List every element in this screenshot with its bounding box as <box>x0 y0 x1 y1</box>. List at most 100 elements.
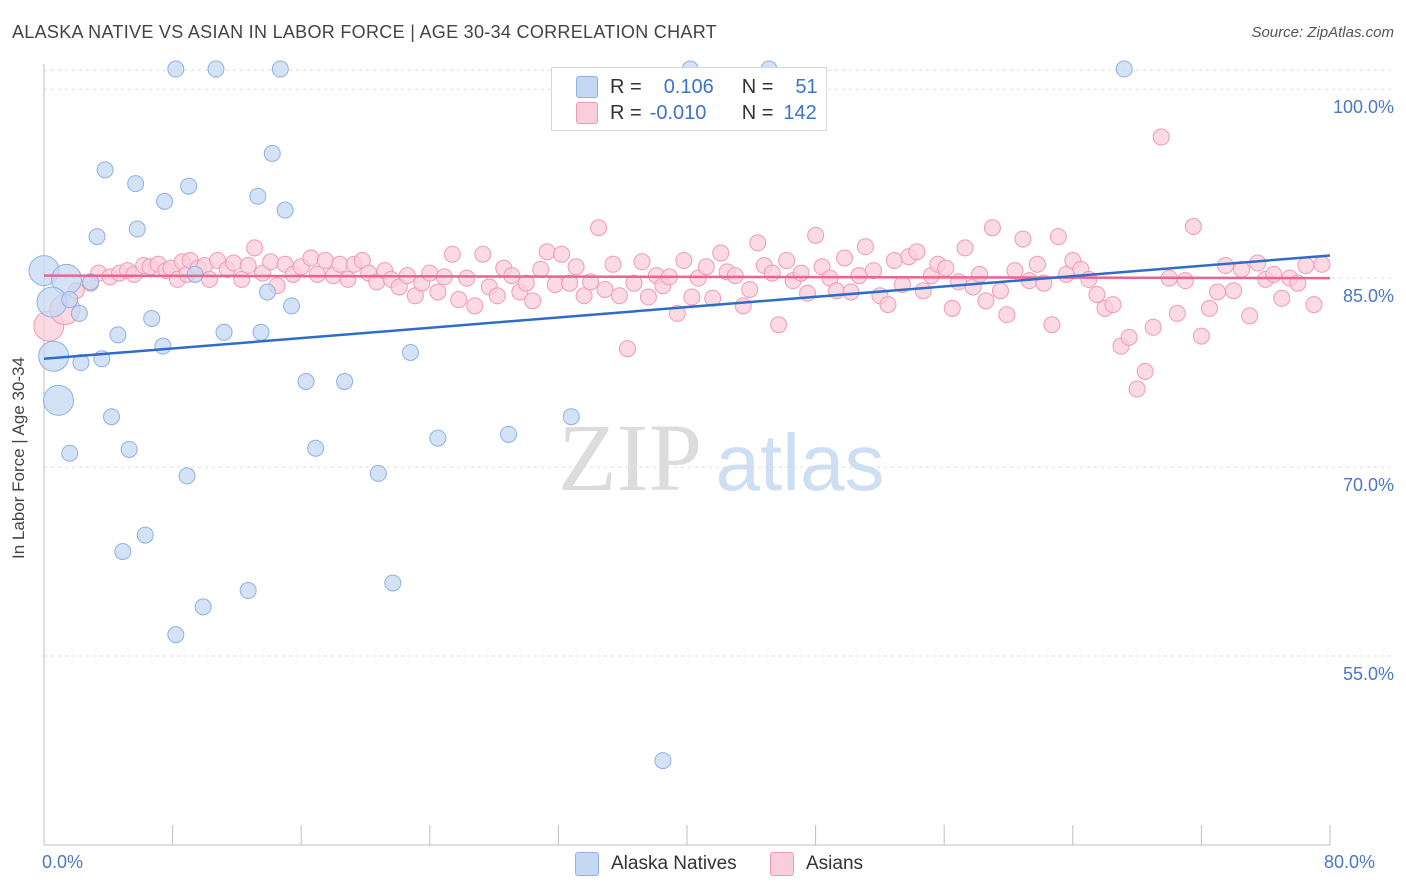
alaska-native-point <box>88 228 106 246</box>
y-tick-label: 70.0% <box>1342 475 1394 496</box>
asian-point <box>524 292 542 310</box>
asian-point <box>1265 265 1283 283</box>
asian-point <box>553 245 571 263</box>
asian-point <box>1128 380 1146 398</box>
alaska-native-point <box>258 283 276 301</box>
alaska-native-point <box>263 144 281 162</box>
alaska-native-point <box>120 440 138 458</box>
asian-point <box>1104 296 1122 314</box>
asian-point <box>885 252 903 270</box>
legend-row-alaska: R = 0.106 N = 51 <box>576 74 818 100</box>
watermark-zip: ZIP <box>558 404 702 511</box>
watermark-atlas: atlas <box>716 418 885 507</box>
x-tick-label-max: 80.0% <box>1324 852 1376 872</box>
alaska-native-point <box>283 297 301 315</box>
asian-point <box>697 258 715 276</box>
y-axis-label: In Labor Force | Age 30-34 <box>9 357 28 559</box>
alaska-native-point <box>128 220 146 238</box>
asian-point <box>778 252 796 270</box>
asian-point <box>1313 255 1331 273</box>
asian-point <box>610 287 628 305</box>
asian-point <box>1241 307 1259 325</box>
asian-point <box>466 297 484 315</box>
alaska-native-point <box>239 582 257 600</box>
asian-point <box>983 219 1001 237</box>
legend-n-label: N = <box>741 101 774 124</box>
alaska-native-point <box>186 265 204 283</box>
asian-point <box>749 234 767 252</box>
watermark: ZIP atlas <box>558 404 884 511</box>
legend-n-label: N = <box>741 75 774 98</box>
asian-point <box>1192 327 1210 345</box>
asian-point <box>1305 296 1323 314</box>
asian-point <box>850 267 868 285</box>
legend-r-label: R = <box>610 75 642 98</box>
asian-point <box>1176 272 1194 290</box>
asian-point <box>683 288 701 306</box>
alaska-native-point <box>42 384 74 416</box>
grid-lines <box>44 69 1392 657</box>
asian-point <box>225 254 243 272</box>
alaska-native-point <box>369 464 387 482</box>
series-legend: Alaska Natives Asians <box>0 852 1406 878</box>
asian-point <box>1168 304 1186 322</box>
asian-point <box>856 238 874 256</box>
source-label: Source: ZipAtlas.com <box>1251 24 1394 41</box>
asian-point <box>246 239 264 257</box>
alaska-native-point <box>194 598 212 616</box>
alaska-native-point <box>402 343 420 361</box>
asian-point <box>633 253 651 271</box>
asian-point <box>302 249 320 267</box>
legend-item-alaska-natives: Alaska Natives <box>575 852 737 876</box>
legend-label: Asians <box>806 853 864 874</box>
axes <box>43 64 1331 846</box>
legend-r-value: 0.106 <box>663 75 714 98</box>
asians-points <box>33 128 1331 398</box>
asian-point <box>908 243 926 261</box>
alaska-native-point <box>384 574 402 592</box>
legend-swatch-blue <box>575 852 599 876</box>
asian-point <box>239 257 257 275</box>
alaska-native-point <box>180 177 198 195</box>
alaska-native-point <box>167 60 185 78</box>
asian-point <box>712 244 730 262</box>
alaska-native-point <box>429 429 447 447</box>
asian-point <box>443 245 461 263</box>
alaska-native-point <box>500 425 518 443</box>
alaska-native-point <box>307 439 325 457</box>
alaska-native-point <box>336 372 354 390</box>
asian-point <box>977 292 995 310</box>
asian-point <box>1184 217 1202 235</box>
asian-point <box>1049 228 1067 246</box>
asian-point <box>792 264 810 282</box>
asian-point <box>474 245 492 263</box>
asian-point <box>567 258 585 276</box>
asian-point <box>316 252 334 270</box>
asian-point <box>1144 318 1162 336</box>
asian-point <box>675 252 693 270</box>
asian-point <box>1200 299 1218 317</box>
alaska-native-point <box>276 201 294 219</box>
alaska-native-point <box>178 467 196 485</box>
alaska-native-point <box>1115 60 1133 78</box>
asian-point <box>864 262 882 280</box>
alaska-native-point <box>156 192 174 210</box>
asian-point <box>1225 282 1243 300</box>
asian-point <box>1006 262 1024 280</box>
legend-row-asians: R = -0.010 N = 142 <box>576 100 817 126</box>
trend-lines <box>43 254 1331 361</box>
asian-point <box>458 269 476 287</box>
asian-point <box>450 291 468 309</box>
alaska-native-point <box>103 408 121 426</box>
asian-point <box>532 260 550 278</box>
asian-point <box>726 267 744 285</box>
asian-point <box>1014 230 1032 248</box>
alaska-native-point <box>252 323 270 341</box>
asian-point <box>998 306 1016 324</box>
asian-point <box>807 226 825 244</box>
asian-point <box>201 270 219 288</box>
asian-point <box>1273 289 1291 307</box>
asian-point <box>836 249 854 267</box>
legend-label: Alaska Natives <box>611 853 737 874</box>
